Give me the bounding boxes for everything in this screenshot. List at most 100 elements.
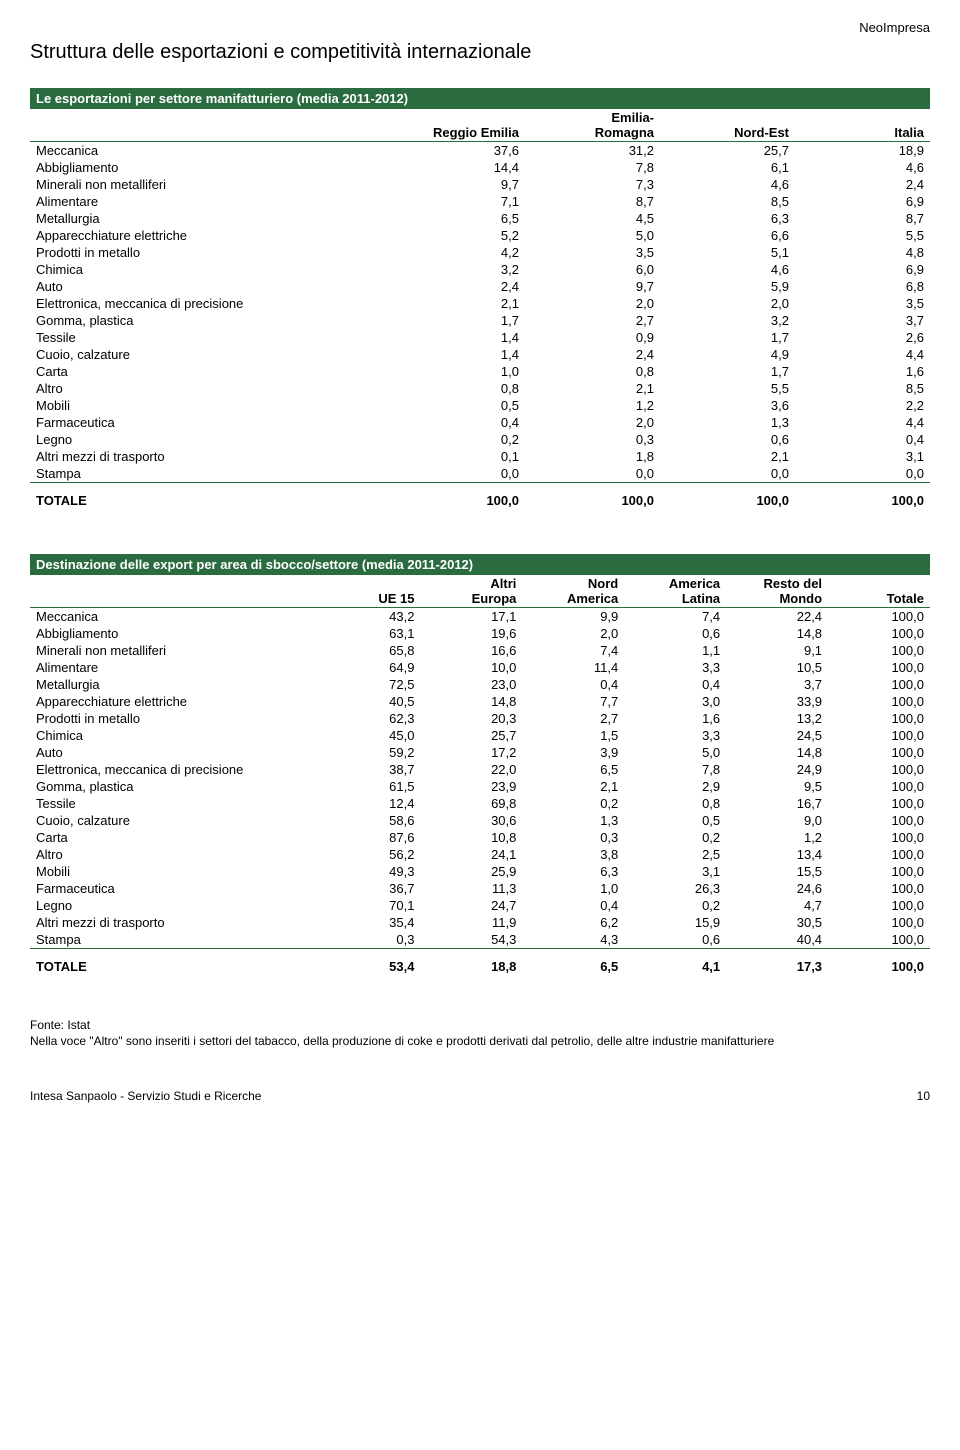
table-cell: 6,9 [795,261,930,278]
table-cell: Apparecchiature elettriche [30,227,390,244]
table-cell: 14,8 [420,693,522,710]
table-cell: Mobili [30,397,390,414]
table-cell: 25,7 [420,727,522,744]
table-cell: 9,0 [726,812,828,829]
table-cell: Stampa [30,931,319,949]
table-cell: 1,2 [525,397,660,414]
table-row: Minerali non metalliferi9,77,34,62,4 [30,176,930,193]
total-row: TOTALE100,0100,0100,0100,0 [30,483,930,513]
table-cell: 2,4 [390,278,525,295]
table-cell: 62,3 [319,710,421,727]
table-cell: 70,1 [319,897,421,914]
table-cell: Prodotti in metallo [30,244,390,261]
table-cell: 100,0 [828,829,930,846]
table-cell: Farmaceutica [30,880,319,897]
table-row: Chimica3,26,04,66,9 [30,261,930,278]
table-cell: 2,6 [795,329,930,346]
table-cell: 0,8 [390,380,525,397]
table-cell: 4,6 [660,261,795,278]
table-cell: 30,5 [726,914,828,931]
table-row: Abbigliamento63,119,62,00,614,8100,0 [30,625,930,642]
table-cell: 2,5 [624,846,726,863]
table-cell: 87,6 [319,829,421,846]
table-row: Alimentare7,18,78,56,9 [30,193,930,210]
table-cell: Stampa [30,465,390,483]
table-cell: 33,9 [726,693,828,710]
table-cell: 3,2 [660,312,795,329]
table-cell: 4,2 [390,244,525,261]
table-cell: 11,4 [522,659,624,676]
table-cell: 35,4 [319,914,421,931]
table-cell: Farmaceutica [30,414,390,431]
table-cell: 7,3 [525,176,660,193]
table-cell: Metallurgia [30,210,390,227]
column-header: Italia [795,109,930,142]
table-cell: 2,0 [522,625,624,642]
table-cell: 100,0 [828,863,930,880]
table1-head: Reggio EmiliaEmilia-RomagnaNord-EstItali… [30,109,930,142]
table-row: Mobili0,51,23,62,2 [30,397,930,414]
table-cell: 1,4 [390,329,525,346]
table-row: Farmaceutica36,711,31,026,324,6100,0 [30,880,930,897]
table-cell: 2,1 [522,778,624,795]
table-cell: 3,8 [522,846,624,863]
table-row: Mobili49,325,96,33,115,5100,0 [30,863,930,880]
table-cell: Auto [30,278,390,295]
table-cell: 25,7 [660,142,795,160]
total-row: TOTALE53,418,86,54,117,3100,0 [30,949,930,979]
table-row: Farmaceutica0,42,01,34,4 [30,414,930,431]
table-cell: 26,3 [624,880,726,897]
table-cell: 100,0 [828,744,930,761]
table-cell: 0,4 [522,897,624,914]
brand-label: NeoImpresa [30,20,930,35]
table-cell: 5,2 [390,227,525,244]
table-cell: 100,0 [828,795,930,812]
total-cell: 100,0 [660,483,795,513]
table-cell: 1,4 [390,346,525,363]
table-cell: 40,4 [726,931,828,949]
table-row: Cuoio, calzature58,630,61,30,59,0100,0 [30,812,930,829]
table-cell: 72,5 [319,676,421,693]
table-cell: 2,7 [525,312,660,329]
table-cell: Cuoio, calzature [30,346,390,363]
table-row: Chimica45,025,71,53,324,5100,0 [30,727,930,744]
table-row: Tessile1,40,91,72,6 [30,329,930,346]
footnote-source: Fonte: Istat [30,1018,930,1034]
table-cell: 100,0 [828,642,930,659]
table-row: Auto2,49,75,96,8 [30,278,930,295]
table-cell: 6,9 [795,193,930,210]
table-cell: Prodotti in metallo [30,710,319,727]
table-cell: 0,6 [624,931,726,949]
table-cell: 9,7 [390,176,525,193]
table-cell: 43,2 [319,608,421,626]
table-row: Meccanica43,217,19,97,422,4100,0 [30,608,930,626]
table-cell: 0,3 [525,431,660,448]
table-cell: 17,2 [420,744,522,761]
table-cell: 6,3 [660,210,795,227]
table-cell: 13,2 [726,710,828,727]
table-row: Carta87,610,80,30,21,2100,0 [30,829,930,846]
table-cell: 100,0 [828,727,930,744]
table-cell: 7,1 [390,193,525,210]
table-cell: Carta [30,363,390,380]
total-cell: 100,0 [390,483,525,513]
table-cell: 20,3 [420,710,522,727]
column-header [30,109,390,142]
table-cell: Gomma, plastica [30,778,319,795]
table-cell: 5,9 [660,278,795,295]
table-cell: 36,7 [319,880,421,897]
table-row: Carta1,00,81,71,6 [30,363,930,380]
table-cell: 0,0 [795,465,930,483]
table-row: Gomma, plastica61,523,92,12,99,5100,0 [30,778,930,795]
table-cell: 1,2 [726,829,828,846]
table1: Reggio EmiliaEmilia-RomagnaNord-EstItali… [30,109,930,512]
table-cell: 56,2 [319,846,421,863]
table-cell: 1,0 [390,363,525,380]
table-cell: 5,0 [525,227,660,244]
table-cell: 1,0 [522,880,624,897]
table-cell: Legno [30,897,319,914]
table-cell: 4,6 [660,176,795,193]
table-cell: 0,5 [624,812,726,829]
table-cell: 25,9 [420,863,522,880]
table-cell: 100,0 [828,897,930,914]
